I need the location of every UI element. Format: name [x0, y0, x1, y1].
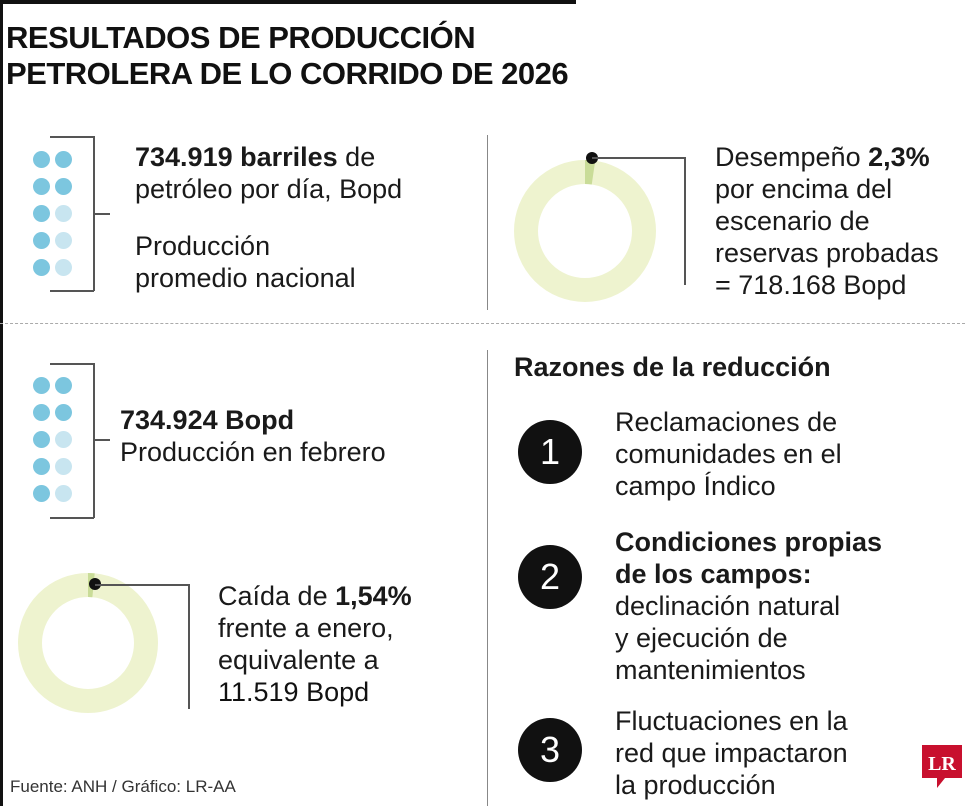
reason-2-text: Condiciones propias de los campos: decli…	[615, 527, 883, 685]
average-label: Producción promedio nacional	[135, 231, 356, 293]
source-note: Fuente: ANH / Gráfico: LR-AA	[10, 777, 236, 796]
ring-base	[18, 573, 158, 713]
performance-text: Desempeño 2,3% por encima del escenario …	[715, 142, 939, 300]
page-title: RESULTADOS DE PRODUCCIÓN PETROLERA DE LO…	[6, 20, 569, 92]
barrel-dot	[55, 404, 72, 421]
bracket	[50, 363, 94, 365]
title-line-1: RESULTADOS DE PRODUCCIÓN	[6, 20, 476, 55]
barrel-dot	[33, 259, 50, 276]
barrel-dot	[33, 205, 50, 222]
barrel-dot	[33, 151, 50, 168]
average-value: 734.919 barriles de petróleo por día, Bo…	[135, 142, 403, 204]
bracket	[93, 136, 95, 291]
bracket	[50, 290, 94, 292]
section-divider	[0, 323, 965, 324]
barrel-dot	[33, 404, 50, 421]
lr-logo: LR	[922, 745, 962, 788]
barrel-dot	[33, 431, 50, 448]
barrel-dot	[55, 205, 72, 222]
barrel-dot	[33, 377, 50, 394]
barrel-dot	[55, 178, 72, 195]
drop-ring	[18, 573, 158, 713]
ring-segment	[514, 160, 656, 302]
left-rule	[0, 0, 3, 806]
reasons-heading: Razones de la reducción	[514, 352, 831, 382]
drop-text: Caída de 1,54% frente a enero, equivalen…	[218, 581, 412, 707]
barrel-dot	[55, 485, 72, 502]
barrel-dot	[55, 431, 72, 448]
reason-3-text: Fluctuaciones en la red que impactaron l…	[615, 706, 848, 800]
barrel-dot	[55, 232, 72, 249]
bracket	[50, 136, 94, 138]
reason-number-1: 1	[518, 420, 582, 484]
leader-line	[684, 157, 686, 285]
title-line-2: PETROLERA DE LO CORRIDO DE 2026	[6, 56, 569, 91]
ring-segment	[18, 573, 158, 713]
reason-number-2: 2	[518, 545, 582, 609]
barrel-dot	[33, 485, 50, 502]
top-rule	[0, 0, 576, 4]
performance-ring	[514, 152, 656, 302]
leader-line	[95, 584, 189, 586]
february-text: 734.924 Bopd Producción en febrero	[120, 405, 386, 467]
barrel-dot	[55, 259, 72, 276]
barrel-dot	[33, 178, 50, 195]
barrel-dot	[33, 458, 50, 475]
svg-text:LR: LR	[928, 753, 956, 775]
bracket-tick	[94, 213, 110, 215]
barrel-dot	[55, 377, 72, 394]
leader-line	[592, 157, 685, 159]
ring-base	[514, 160, 656, 302]
leader-line	[188, 584, 190, 709]
barrel-dot	[55, 151, 72, 168]
bracket-tick	[94, 439, 110, 441]
barrel-dot	[55, 458, 72, 475]
reason-number-3: 3	[518, 718, 582, 782]
column-divider	[487, 350, 488, 806]
column-divider	[487, 135, 488, 310]
reason-1-text: Reclamaciones de comunidades en el campo…	[615, 407, 842, 501]
bracket	[50, 517, 94, 519]
bracket	[93, 363, 95, 518]
barrel-dot	[33, 232, 50, 249]
